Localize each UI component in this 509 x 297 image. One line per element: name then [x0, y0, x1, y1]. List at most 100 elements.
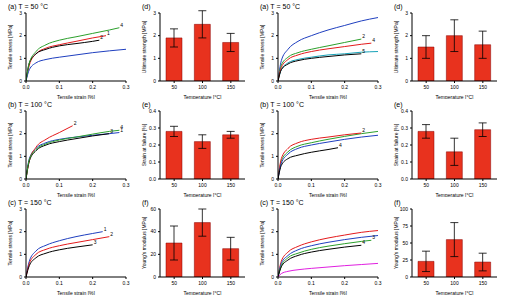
- svg-text:Temperature [°C]: Temperature [°C]: [436, 290, 474, 295]
- svg-text:Tensile stress [MPa]: Tensile stress [MPa]: [259, 24, 265, 69]
- svg-text:3: 3: [372, 234, 375, 240]
- svg-text:50: 50: [171, 84, 177, 90]
- svg-text:0.1: 0.1: [308, 84, 315, 90]
- svg-text:0.2: 0.2: [341, 182, 348, 188]
- svg-text:2: 2: [362, 127, 365, 133]
- svg-text:40: 40: [150, 228, 156, 234]
- svg-text:Young's modulus [MPa]: Young's modulus [MPa]: [393, 216, 399, 269]
- svg-text:4: 4: [372, 37, 375, 43]
- svg-text:2: 2: [100, 34, 103, 40]
- svg-text:4: 4: [362, 239, 365, 245]
- svg-text:50: 50: [171, 182, 177, 188]
- svg-text:0.4: 0.4: [149, 108, 156, 114]
- svg-text:Tensile stress [MPa]: Tensile stress [MPa]: [259, 220, 265, 265]
- svg-text:0.1: 0.1: [308, 182, 315, 188]
- svg-text:1: 1: [19, 251, 22, 257]
- svg-text:Temperature [°C]: Temperature [°C]: [436, 94, 474, 99]
- svg-text:Young's modulus [MPa]: Young's modulus [MPa]: [141, 216, 147, 269]
- svg-text:2: 2: [19, 228, 22, 234]
- svg-text:0: 0: [405, 78, 408, 84]
- svg-text:0.0: 0.0: [275, 280, 282, 286]
- svg-text:0.3: 0.3: [123, 182, 130, 188]
- svg-text:0: 0: [271, 176, 274, 182]
- svg-text:5: 5: [362, 48, 365, 54]
- svg-text:0: 0: [19, 78, 22, 84]
- svg-text:3: 3: [19, 108, 22, 114]
- svg-text:3: 3: [271, 10, 274, 16]
- svg-text:100: 100: [198, 182, 207, 188]
- svg-text:0.0: 0.0: [401, 176, 408, 182]
- svg-text:2: 2: [405, 32, 408, 38]
- svg-text:0.0: 0.0: [23, 280, 30, 286]
- svg-text:150: 150: [479, 182, 488, 188]
- svg-text:150: 150: [227, 84, 236, 90]
- svg-text:0.1: 0.1: [308, 280, 315, 286]
- svg-text:0.3: 0.3: [123, 280, 130, 286]
- svg-text:0: 0: [19, 176, 22, 182]
- svg-text:Temperature [°C]: Temperature [°C]: [184, 290, 222, 295]
- svg-text:0.2: 0.2: [341, 84, 348, 90]
- svg-text:Strain at failure [%]: Strain at failure [%]: [141, 123, 147, 166]
- svg-text:1: 1: [104, 226, 107, 232]
- svg-text:20: 20: [150, 251, 156, 257]
- svg-text:2: 2: [271, 228, 274, 234]
- svg-text:Temperature [°C]: Temperature [°C]: [436, 192, 474, 197]
- svg-text:1: 1: [107, 30, 110, 36]
- svg-text:100: 100: [450, 84, 459, 90]
- svg-text:4: 4: [339, 142, 342, 148]
- svg-text:Ultimate strength [MPa]: Ultimate strength [MPa]: [141, 20, 147, 73]
- svg-text:0.3: 0.3: [149, 125, 156, 131]
- svg-text:100: 100: [198, 84, 207, 90]
- svg-text:3: 3: [271, 206, 274, 212]
- svg-text:2: 2: [74, 120, 77, 126]
- svg-text:0.3: 0.3: [375, 182, 382, 188]
- svg-text:150: 150: [479, 280, 488, 286]
- svg-text:2: 2: [110, 231, 113, 237]
- svg-text:Tensile strain [%]: Tensile strain [%]: [309, 192, 347, 197]
- svg-text:Tensile strain [%]: Tensile strain [%]: [309, 290, 347, 295]
- svg-text:Tensile stress [MPa]: Tensile stress [MPa]: [8, 122, 13, 167]
- svg-text:2: 2: [153, 32, 156, 38]
- svg-text:0.2: 0.2: [89, 84, 96, 90]
- svg-text:0: 0: [153, 274, 156, 280]
- svg-text:100: 100: [400, 206, 409, 212]
- svg-text:0.1: 0.1: [149, 159, 156, 165]
- svg-text:Strain at failure [%]: Strain at failure [%]: [393, 123, 399, 166]
- svg-text:1: 1: [19, 55, 22, 61]
- svg-text:0.2: 0.2: [89, 280, 96, 286]
- svg-text:50: 50: [423, 84, 429, 90]
- svg-text:100: 100: [450, 182, 459, 188]
- svg-text:Temperature [°C]: Temperature [°C]: [184, 94, 222, 99]
- svg-text:100: 100: [198, 280, 207, 286]
- svg-text:0.0: 0.0: [23, 84, 30, 90]
- svg-text:50: 50: [171, 280, 177, 286]
- svg-text:0.0: 0.0: [23, 182, 30, 188]
- svg-text:Tensile strain [%]: Tensile strain [%]: [57, 290, 95, 295]
- svg-text:3: 3: [271, 108, 274, 114]
- svg-text:1: 1: [19, 153, 22, 159]
- svg-text:Temperature [°C]: Temperature [°C]: [184, 192, 222, 197]
- svg-text:0.2: 0.2: [401, 142, 408, 148]
- svg-text:4: 4: [120, 124, 123, 130]
- svg-text:50: 50: [423, 182, 429, 188]
- svg-text:50: 50: [402, 240, 408, 246]
- svg-text:0.4: 0.4: [401, 108, 408, 114]
- svg-text:Tensile strain [%]: Tensile strain [%]: [57, 94, 95, 99]
- svg-text:0: 0: [153, 78, 156, 84]
- svg-text:Tensile strain [%]: Tensile strain [%]: [57, 192, 95, 197]
- svg-text:0: 0: [19, 274, 22, 280]
- svg-text:3: 3: [405, 10, 408, 16]
- svg-text:Tensile stress [MPa]: Tensile stress [MPa]: [259, 122, 265, 167]
- svg-text:60: 60: [150, 206, 156, 212]
- svg-text:2: 2: [271, 32, 274, 38]
- svg-text:3: 3: [19, 206, 22, 212]
- svg-text:3: 3: [110, 128, 113, 134]
- svg-text:0.3: 0.3: [375, 84, 382, 90]
- svg-text:0.2: 0.2: [341, 280, 348, 286]
- svg-text:0.2: 0.2: [89, 182, 96, 188]
- svg-text:100: 100: [450, 280, 459, 286]
- svg-text:Ultimate strength [MPa]: Ultimate strength [MPa]: [393, 20, 399, 73]
- svg-text:0.3: 0.3: [401, 125, 408, 131]
- svg-text:3: 3: [94, 239, 97, 245]
- svg-text:0.0: 0.0: [275, 182, 282, 188]
